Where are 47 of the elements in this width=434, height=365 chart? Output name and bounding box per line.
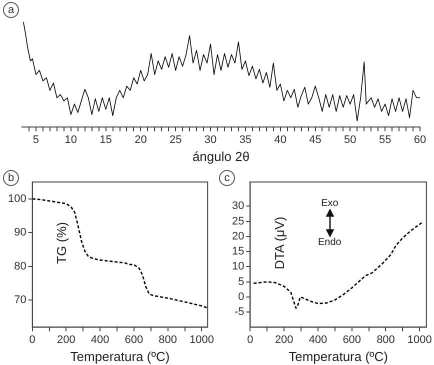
line-series — [32, 198, 208, 308]
x-axis-title: Temperatura (ºC) — [70, 348, 170, 364]
x-tick-label: 50 — [344, 134, 356, 146]
x-tick-label: 25 — [169, 134, 182, 146]
x-tick-label: 15 — [100, 134, 112, 146]
chart-title: c — [219, 170, 235, 186]
x-tick-label: 1000 — [189, 334, 214, 346]
annotation: Exo — [321, 198, 338, 209]
y-tick-label: -5 — [234, 306, 244, 318]
annotation: Endo — [318, 237, 342, 248]
y-tick-label: 20 — [232, 230, 244, 242]
y-axis-title: DTA (μV) — [272, 216, 287, 270]
y-tick-label: 80 — [14, 260, 26, 272]
y-axis-title: TG (%) — [54, 222, 69, 264]
y-tick-label: 100 — [8, 192, 26, 205]
y-tick-label: 90 — [14, 226, 26, 239]
y-tick-label: 30 — [232, 200, 244, 212]
x-tick-label: 600 — [124, 334, 144, 346]
x-tick-label: 400 — [308, 334, 328, 346]
x-tick-label: 0 — [29, 334, 36, 346]
x-tick-label: 0 — [247, 334, 254, 346]
y-tick-label: 15 — [232, 246, 244, 258]
x-tick-label: 45 — [309, 134, 322, 146]
y-tick-label: 70 — [14, 294, 26, 306]
x-axis-title: Temperatura (ºC) — [288, 348, 388, 364]
y-tick-label: 5 — [238, 276, 244, 288]
x-tick-label: 20 — [134, 134, 147, 146]
x-tick-label: 60 — [414, 134, 426, 146]
y-tick-label: 25 — [232, 215, 244, 228]
x-tick-label: 5 — [32, 134, 40, 146]
x-tick-label: 1000 — [407, 334, 432, 346]
x-tick-label: 200 — [274, 334, 294, 346]
x-tick-label: 800 — [158, 334, 178, 346]
x-tick-label: 400 — [90, 334, 110, 346]
chart-title: a — [3, 2, 19, 18]
y-tick-label: 0 — [238, 290, 244, 303]
x-tick-label: 800 — [376, 334, 395, 346]
x-tick-label: 35 — [239, 134, 252, 146]
x-tick-label: 40 — [274, 134, 286, 146]
x-tick-label: 10 — [64, 134, 77, 146]
x-tick-label: 200 — [57, 334, 76, 346]
x-tick-label: 600 — [342, 334, 362, 346]
x-tick-label: 30 — [204, 134, 217, 146]
chart-title: b — [3, 170, 19, 186]
x-tick-label: 55 — [378, 134, 392, 146]
x-axis-title: ángulo 2θ — [192, 148, 250, 164]
y-tick-label: 10 — [232, 260, 244, 273]
